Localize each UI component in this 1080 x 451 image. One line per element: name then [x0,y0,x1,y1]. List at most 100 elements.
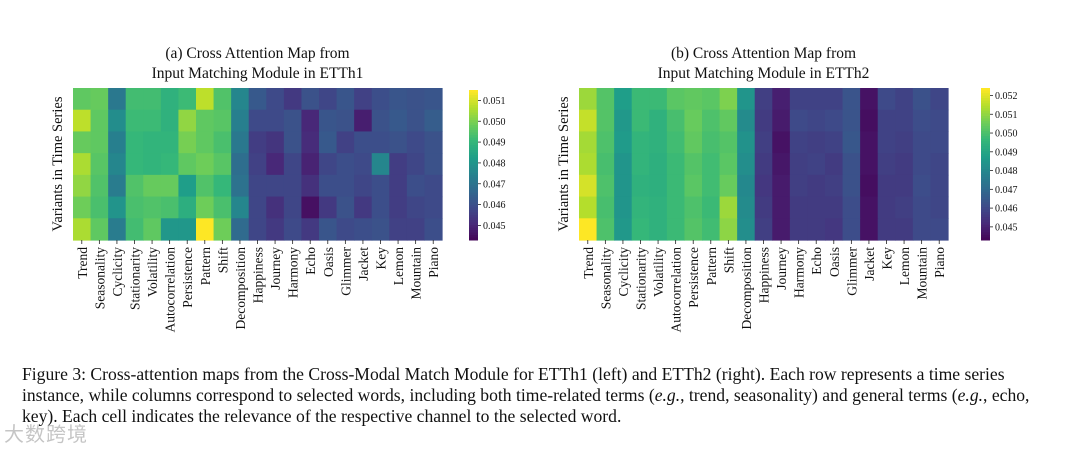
x-tick-label: Autocorrelation [163,247,178,333]
heatmap-cell [666,174,686,198]
heatmap-cell [319,131,338,154]
heatmap-cell [807,153,826,176]
colorbar-segment [469,157,478,161]
heatmap-cell [213,153,232,176]
heatmap-cell [108,174,127,198]
heatmap-cell [336,174,355,198]
heatmap-cell [283,218,303,241]
colorbar-segment [469,112,478,116]
colorbar-segment [469,177,478,181]
colorbar-segment [981,237,990,241]
x-tick-label: Cyclicity [110,247,125,297]
heatmap-cell [702,88,721,111]
heatmap-cell [596,109,615,133]
heatmap-cell [895,218,914,241]
heatmap-cell [371,88,390,111]
x-tick-label: Seasonality [92,247,107,309]
y-axis-label: Variants in Time Series [556,96,572,231]
heatmap-cell [406,153,426,176]
colorbar-segment [981,113,990,117]
heatmap-cell [842,153,861,176]
heatmap-cell [108,153,127,176]
heatmap-cell [649,131,668,154]
heatmap-cell [579,131,598,154]
colorbar-segment [469,142,478,146]
heatmap-cell [895,109,914,133]
heatmap-cell [930,153,949,176]
colorbar-tick-label: 0.048 [995,166,1018,177]
colorbar-segment [469,180,478,183]
heatmap-cell [301,196,320,219]
heatmap-cell [266,153,285,176]
colorbar-segment [469,107,478,111]
heatmap-cell [266,218,285,241]
colorbar-segment [981,209,990,213]
heatmap-cell [719,131,738,154]
heatmap-cell [631,174,650,198]
heatmap-cell [389,174,408,198]
colorbar-segment [469,110,478,113]
heatmap-cell [231,109,250,133]
heatmap-cell [178,196,197,219]
heatmap-cell [877,109,896,133]
x-tick-label: Journey [268,247,283,290]
heatmap-cell [596,218,615,241]
heatmap-cell [579,153,598,176]
x-tick-label: Jacket [862,247,877,281]
heatmap-cell [842,88,861,111]
heatmap-cell [772,109,791,133]
heatmap-cell [406,131,426,154]
heatmap-cell [579,196,598,219]
heatmap-cell [877,174,896,198]
heatmap-cell [196,153,215,176]
heatmap-cell [596,88,615,111]
x-tick-label: Piano [426,247,441,278]
x-tick-label: Shift [215,247,230,274]
colorbar-segment [981,131,990,135]
colorbar-segment [469,162,478,166]
x-tick-label: Persistence [686,247,701,308]
heatmap-cell [283,153,303,176]
heatmap-cell [266,196,285,219]
heatmap-cell [860,218,879,241]
heatmap-cell [860,131,879,154]
colorbar-segment [981,146,990,150]
heatmap-cell [754,131,773,154]
colorbar-segment [981,93,990,97]
heatmap-cell [789,131,809,154]
colorbar-segment [981,123,990,127]
colorbar-segment [469,175,478,178]
heatmap-cell [336,196,355,219]
colorbar-segment [981,169,990,173]
heatmap-cell [143,218,162,241]
heatmap-cell [424,88,443,111]
heatmap-cell [406,218,426,241]
heatmap-cell [389,131,408,154]
heatmap-cell [649,88,668,111]
heatmap-cell [406,88,426,111]
x-tick-label: Key [374,247,389,270]
heatmap-cell [160,153,180,176]
colorbar-segment [469,205,478,208]
x-tick-label: Echo [303,247,318,275]
colorbar-segment [469,207,478,211]
colorbar-segment [469,130,478,133]
heatmap-cell [579,174,598,198]
colorbar-segment [981,179,990,183]
colorbar-segment [981,108,990,112]
heatmap-cell [231,174,250,198]
heatmap-cell [406,196,426,219]
heatmap-cell [895,131,914,154]
colorbar-segment [469,210,478,213]
colorbar-segment [469,102,478,106]
heatmap-cell [196,109,215,133]
heatmap-cell [371,109,390,133]
colorbar-segment [981,133,990,137]
x-tick-label: Volatility [651,247,666,297]
heatmap-cell [266,88,285,111]
heatmap-cell [614,153,633,176]
colorbar-segment [469,237,478,241]
colorbar-segment [981,176,990,180]
heatmap-cell [143,109,162,133]
colorbar-segment [981,219,990,223]
